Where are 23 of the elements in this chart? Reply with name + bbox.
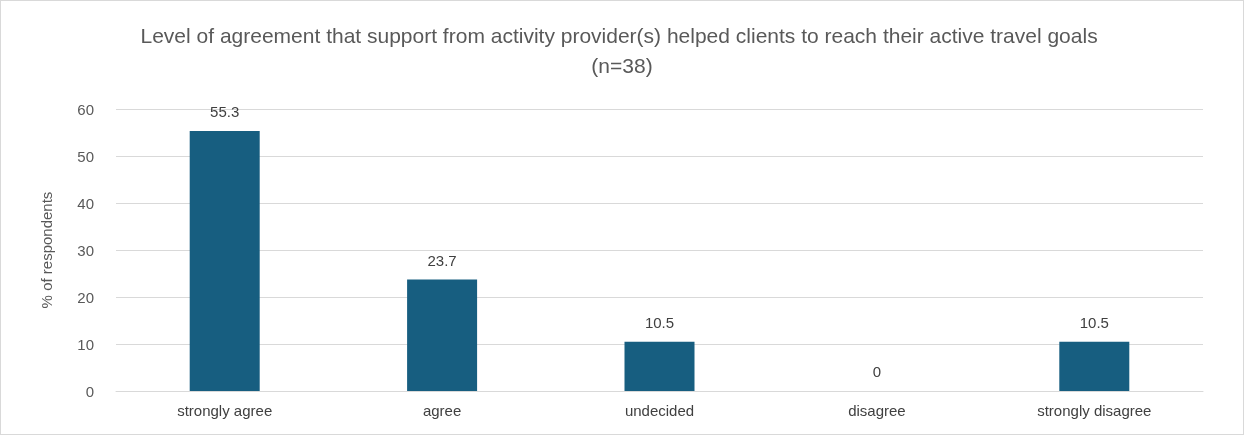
y-tick-label: 0 [85,382,94,400]
chart-title: Level of agreement that support from activity provider(s) helped clients to reach their active travel goals (n=38) [140,23,1104,77]
bar [407,279,478,391]
data-label: 23.7 [427,251,457,269]
bar [624,341,695,391]
bar [189,131,260,391]
y-tick-label: 50 [77,147,94,165]
y-tick-label: 60 [77,100,94,118]
data-label: 0 [872,363,882,380]
y-axis-title: % of respondents [38,191,55,309]
y-tick-label: 30 [77,241,94,259]
x-tick-label: agree [422,402,462,419]
data-label: 10.5 [1079,313,1109,331]
y-tick-label: 10 [77,335,94,353]
bar [1059,341,1130,391]
x-tick-label: disagree [848,402,906,419]
x-tick-label: strongly disagree [1037,402,1152,419]
y-tick-label: 20 [77,288,94,306]
x-tick-label: undecided [624,402,695,419]
y-tick-label: 40 [77,194,94,212]
data-label: 10.5 [644,313,675,331]
x-tick-label: strongly agree [177,402,273,419]
data-label: 55.3 [210,103,240,121]
